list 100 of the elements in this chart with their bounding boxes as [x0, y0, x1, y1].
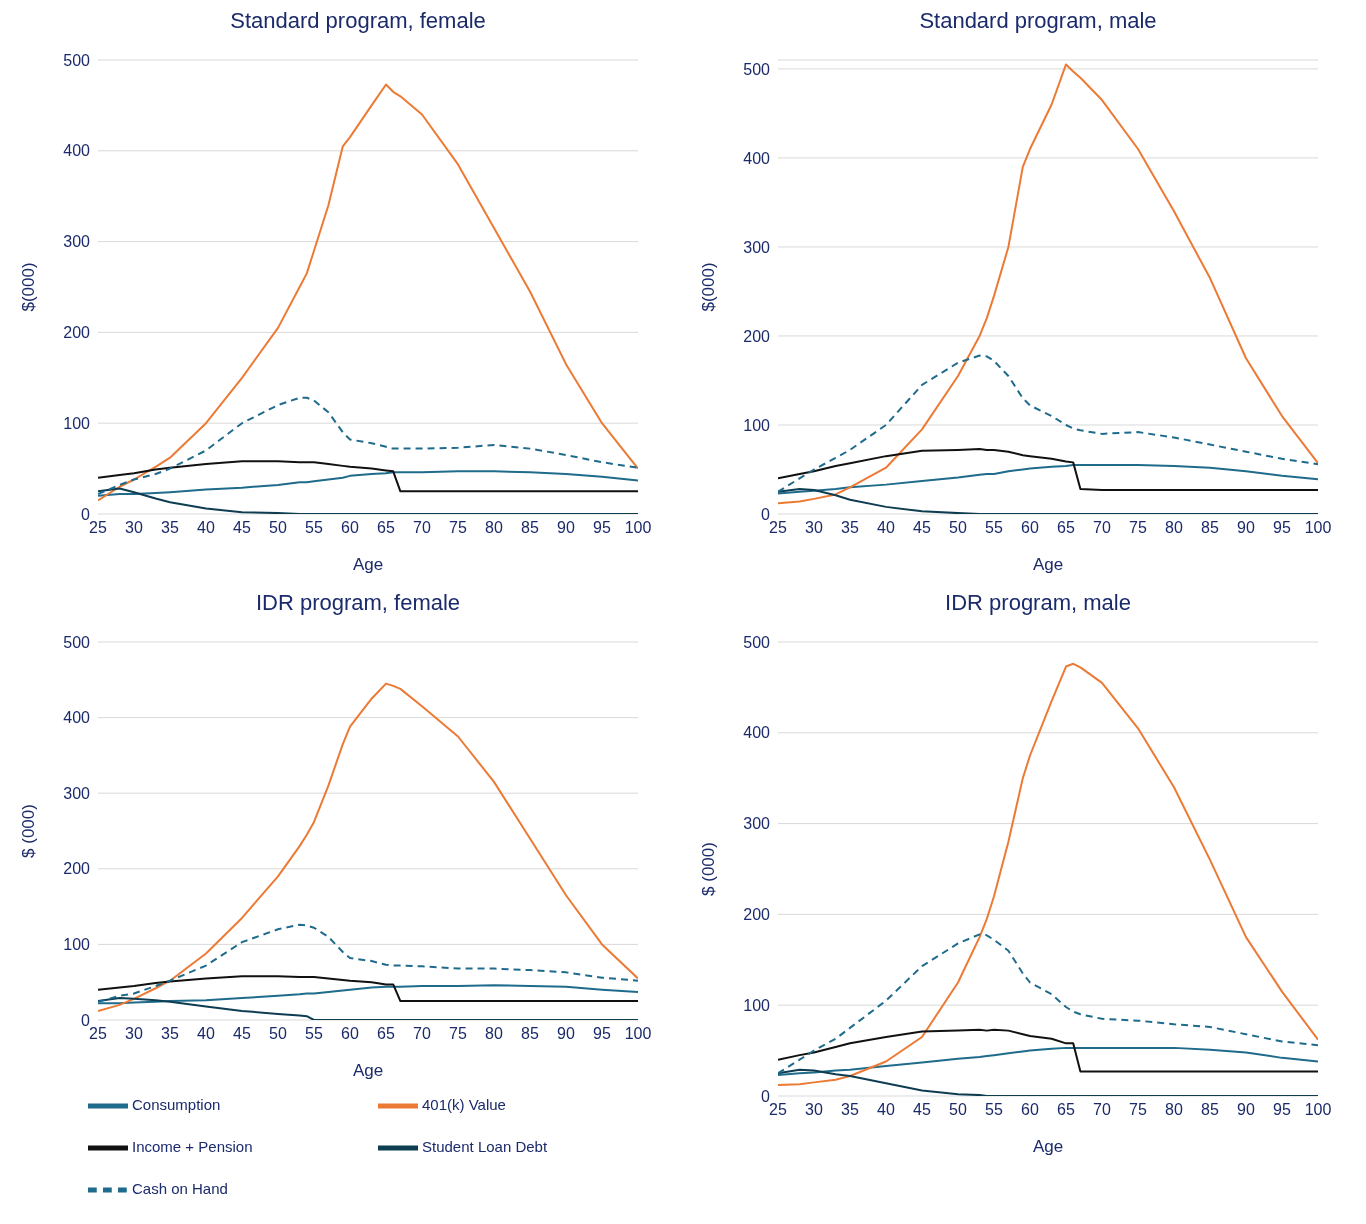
- x-tick-label: 95: [593, 1025, 611, 1043]
- x-tick-label: 45: [913, 1101, 931, 1119]
- x-tick-label: 100: [624, 519, 652, 537]
- y-tick-label: 100: [743, 416, 771, 434]
- line-series: [98, 975, 638, 1003]
- x-tick-label: 35: [161, 519, 179, 537]
- x-tick-label: 55: [985, 1101, 1003, 1119]
- legend-label: Consumption: [132, 1095, 221, 1113]
- y-tick-label: 100: [743, 996, 771, 1014]
- chart-title: Standard program, female: [229, 8, 487, 34]
- line-series: [778, 662, 1318, 1087]
- x-tick-label: 70: [1093, 519, 1111, 537]
- x-tick-label: 95: [593, 519, 611, 537]
- x-tick-label: 60: [1021, 1101, 1039, 1119]
- x-tick-label: 85: [1201, 519, 1219, 537]
- chart-title: Standard program, male: [918, 8, 1158, 34]
- x-tick-label: 100: [1304, 519, 1332, 537]
- x-tick-label: 35: [841, 519, 859, 537]
- y-tick-label: 400: [743, 724, 771, 742]
- y-tick-label: 500: [743, 60, 771, 78]
- line-series: [778, 488, 1318, 514]
- x-tick-label: 45: [233, 519, 251, 537]
- x-tick-label: 25: [769, 1101, 787, 1119]
- x-tick-label: 90: [557, 519, 575, 537]
- x-axis-title: Age: [352, 555, 384, 574]
- x-tick-label: 30: [125, 519, 143, 537]
- x-tick-label: 75: [449, 519, 467, 537]
- x-tick-label: 95: [1273, 1101, 1291, 1119]
- x-tick-label: 85: [1201, 1101, 1219, 1119]
- x-tick-label: 85: [521, 519, 539, 537]
- x-tick-label: 90: [1237, 1101, 1255, 1119]
- x-tick-label: 65: [377, 519, 395, 537]
- x-axis-title: Age: [1032, 1137, 1064, 1156]
- y-tick-label: 200: [63, 860, 91, 878]
- y-tick-label: 100: [63, 414, 91, 432]
- x-tick-label: 90: [557, 1025, 575, 1043]
- x-tick-label: 30: [805, 519, 823, 537]
- y-tick-label: 200: [63, 324, 91, 342]
- x-tick-label: 45: [913, 519, 931, 537]
- y-tick-label: 300: [63, 784, 91, 802]
- x-tick-label: 70: [413, 519, 431, 537]
- line-series: [778, 448, 1318, 491]
- line-series: [778, 1028, 1318, 1073]
- x-tick-label: 55: [305, 519, 323, 537]
- line-series: [778, 63, 1318, 505]
- x-tick-label: 25: [769, 519, 787, 537]
- legend-label: Income + Pension: [132, 1137, 253, 1155]
- x-tick-label: 75: [1129, 1101, 1147, 1119]
- x-tick-label: 35: [841, 1101, 859, 1119]
- x-tick-label: 90: [1237, 519, 1255, 537]
- x-tick-label: 65: [1057, 519, 1075, 537]
- line-series: [98, 460, 638, 493]
- x-tick-label: 40: [877, 519, 895, 537]
- y-tick-label: 300: [743, 815, 771, 833]
- x-tick-label: 30: [805, 1101, 823, 1119]
- legend-label: Cash on Hand: [132, 1179, 228, 1197]
- x-tick-label: 80: [1165, 1101, 1183, 1119]
- y-tick-label: 500: [63, 51, 91, 69]
- legend-label: Student Loan Debt: [422, 1137, 548, 1155]
- y-tick-label: 100: [63, 936, 91, 954]
- x-tick-label: 55: [985, 519, 1003, 537]
- x-tick-label: 60: [341, 1025, 359, 1043]
- x-tick-label: 95: [1273, 519, 1291, 537]
- x-tick-label: 85: [521, 1025, 539, 1043]
- chart-title: IDR program, female: [254, 590, 462, 616]
- x-tick-label: 45: [233, 1025, 251, 1043]
- y-tick-label: 0: [761, 1087, 771, 1105]
- x-tick-label: 35: [161, 1025, 179, 1043]
- x-tick-label: 50: [269, 1025, 287, 1043]
- x-tick-label: 50: [949, 1101, 967, 1119]
- y-tick-label: 400: [63, 709, 91, 727]
- x-axis-title: Age: [1032, 555, 1064, 574]
- x-tick-label: 70: [413, 1025, 431, 1043]
- x-tick-label: 40: [877, 1101, 895, 1119]
- y-tick-label: 500: [63, 633, 91, 651]
- line-series: [98, 83, 638, 502]
- x-tick-label: 25: [89, 1025, 107, 1043]
- x-tick-label: 50: [269, 519, 287, 537]
- x-tick-label: 80: [1165, 519, 1183, 537]
- y-axis-title: $ (000): [19, 804, 39, 858]
- x-tick-label: 60: [341, 519, 359, 537]
- y-tick-label: 400: [743, 149, 771, 167]
- y-tick-label: 300: [63, 233, 91, 251]
- line-series: [98, 487, 638, 514]
- legend-label: 401(k) Value: [422, 1095, 506, 1113]
- x-tick-label: 30: [125, 1025, 143, 1043]
- y-tick-label: 0: [761, 505, 771, 523]
- x-tick-label: 80: [485, 1025, 503, 1043]
- x-tick-label: 100: [624, 1025, 652, 1043]
- y-tick-label: 200: [743, 906, 771, 924]
- x-tick-label: 65: [1057, 1101, 1075, 1119]
- y-tick-label: 0: [81, 505, 91, 523]
- y-tick-label: 200: [743, 327, 771, 345]
- chart-title: IDR program, male: [944, 590, 1132, 616]
- x-axis-title: Age: [352, 1061, 384, 1080]
- y-tick-label: 0: [81, 1011, 91, 1029]
- line-series: [98, 997, 638, 1020]
- y-axis-title: $ (000): [699, 842, 719, 896]
- x-tick-label: 70: [1093, 1101, 1111, 1119]
- line-series: [98, 682, 638, 1012]
